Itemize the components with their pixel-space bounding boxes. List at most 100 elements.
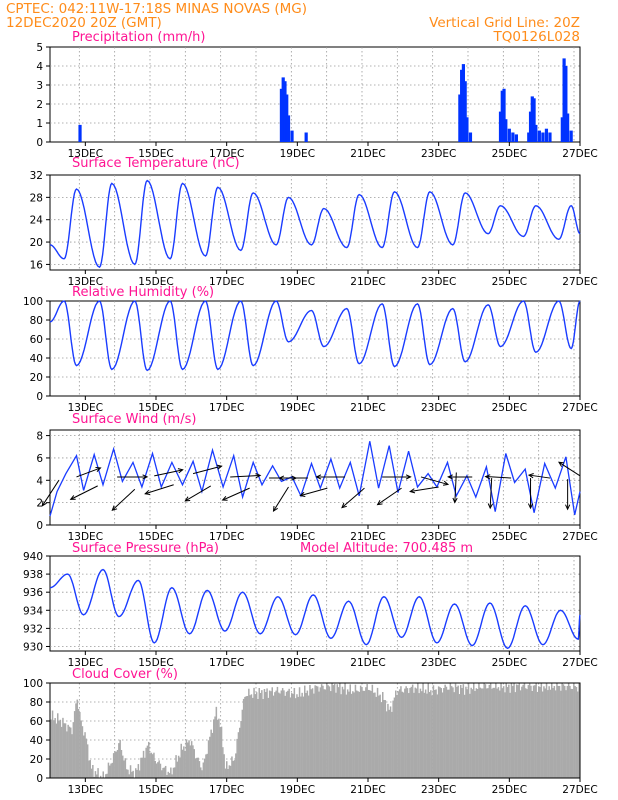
cloud-bar [77,708,80,778]
cloud-bar [519,690,522,778]
cloud-bar [287,690,289,778]
wind-vector [341,487,365,508]
cloud-bar [106,773,108,778]
cloud-ytick-label: 60 [30,716,43,728]
precip-bar [468,132,473,142]
cloud-bar [118,743,120,778]
panels: 0 1 2 3 4 5 13DEC 15DEC 17DEC 19DEC 21DEC 23DEC 25DE… [23,42,598,796]
cloud-bar [272,695,275,778]
cloud-bar [543,686,545,778]
cloud-bar [444,684,446,778]
wind-vector-head [221,495,228,501]
cloud-bar [492,687,494,778]
cloud-bar [181,749,184,778]
cloud-bar [560,690,562,778]
precip-bar [461,64,465,142]
pressure-xtick-label: 27DEC [562,657,597,669]
cloud-bar [350,693,353,778]
cloud-bar [562,684,565,778]
wind-vector [485,476,512,479]
precip-ytick-label: 2 [36,99,43,111]
precip-bar [502,88,506,142]
cloud-bar [265,691,267,778]
cloud-bar [92,764,94,778]
cloud-bar [291,693,293,778]
cloud-bar [58,721,60,778]
cloud-xtick-label: 13DEC [68,784,103,796]
cloud-bar [336,684,338,778]
precip-bar [504,119,508,142]
cloud-bar [337,687,340,778]
cloud-xtick-label: 19DEC [280,784,315,796]
cloud-bar [224,768,227,778]
precip-xtick-label: 15DEC [138,148,173,160]
pressure-xtick-label: 23DEC [421,657,456,669]
humidity-line [49,300,581,372]
cloud-bar [284,695,286,778]
cloud-bar [426,693,428,778]
cloud-bar [466,689,468,778]
temp-frame [49,174,581,271]
temp-ytick-label: 24 [30,215,44,227]
cloud-bar [574,686,576,778]
cloud-bar [454,683,457,778]
cloud-bar [304,685,306,778]
wind-vector-head [484,474,491,480]
cloud-bar [435,689,437,778]
cloud-bar [523,683,526,778]
wind-vector-head [142,474,149,480]
cloud-bar [339,683,341,778]
cloud-bar [460,684,462,778]
wind-vector-head [216,464,223,470]
precip-bar [560,117,564,142]
cloud-bar [384,700,387,778]
wind-vector-head [184,496,191,502]
precip-bar [498,111,503,142]
cloud-bar [515,684,518,778]
temp-xtick-label: 17DEC [209,276,244,288]
cloud-bar [317,686,319,778]
cloud-bar [305,692,307,778]
cloud-bar [110,763,112,778]
wind-vector-head [144,489,151,495]
cloud-bar [402,692,405,778]
wind-vector-head [278,475,285,481]
cloud-bar [175,755,177,778]
cloud-bar [388,709,390,778]
cloud-bar [259,692,262,778]
wind-title: Surface Wind (m/s) [72,412,196,427]
cloud-bar [545,683,548,778]
cloud-bar [346,689,349,778]
cloud-bar [232,760,234,778]
cloud-bar [246,695,249,778]
cloud-bar [111,762,114,778]
temp-ytick-label: 28 [30,192,43,204]
cloud-bar [166,774,168,778]
rh-xtick-label: 15DEC [138,402,173,414]
rh-xtick-label: 19DEC [280,402,315,414]
cloud-bar [72,722,75,778]
cloud-bar [278,692,280,778]
grid-note: Vertical Grid Line: 20Z [429,15,580,31]
wind-vector [41,480,60,507]
wind-vector-head [558,461,565,467]
cloud-bar [473,683,475,778]
cloud-bar [220,726,223,778]
cloud-bar [556,683,558,778]
cloud-bar [577,691,579,778]
rh-xtick-label: 17DEC [209,402,244,414]
precip-bar [286,115,291,142]
pressure-xtick-label: 17DEC [209,657,244,669]
wind-xtick-label: 27DEC [562,531,597,543]
cloud-bar [275,690,277,778]
wind-vector-head [376,500,383,506]
cloud-bar [500,683,502,778]
cloud-bar [564,685,566,778]
cloud-bar [322,685,324,778]
cloud-bar [109,765,111,778]
cloud-bar [193,749,195,778]
rh-xtick-label: 27DEC [562,402,597,414]
cloud-bar [252,697,254,778]
cloud-bar [119,739,121,778]
cloud-bar [285,691,288,778]
